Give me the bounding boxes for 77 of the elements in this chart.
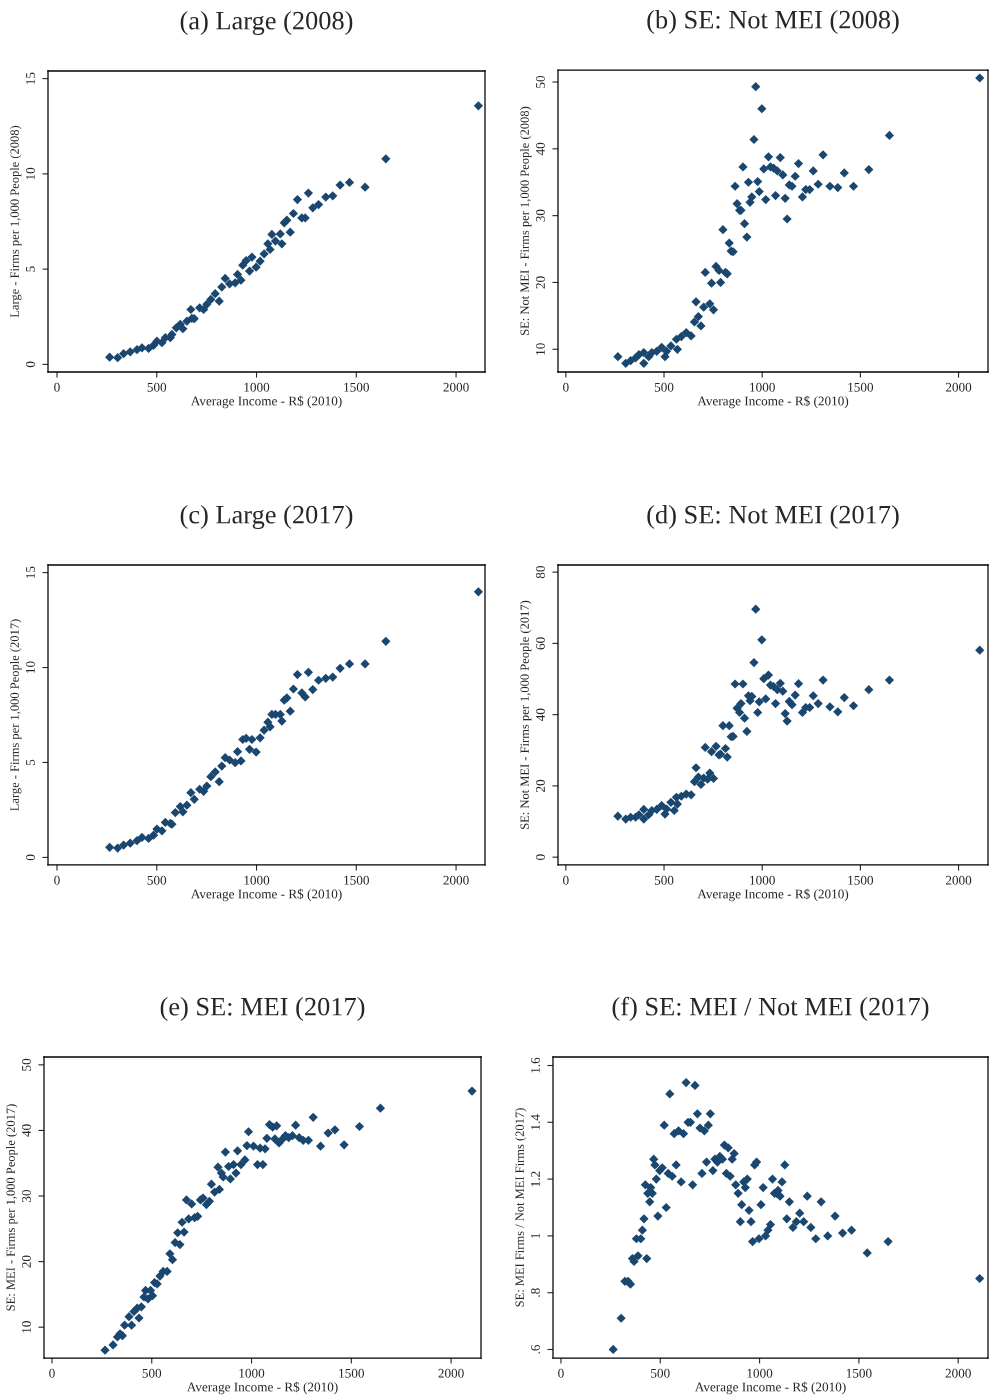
- x-tick-label: 1500: [846, 1368, 872, 1378]
- x-tick-label: 1500: [344, 382, 369, 392]
- x-tick-label: 0: [558, 1368, 564, 1378]
- y-tick-label: 40: [536, 708, 545, 721]
- y-tick-label: 50: [536, 75, 545, 88]
- y-tick-label: 40: [536, 142, 545, 156]
- x-tick-label: 1000: [244, 382, 270, 392]
- y-tick-label: 30: [536, 209, 545, 222]
- y-tick-label: .6: [531, 1344, 540, 1354]
- x-tick-label: 500: [147, 875, 167, 885]
- x-tick-label: 2000: [945, 382, 972, 392]
- y-tick-label: 0: [536, 854, 545, 860]
- y-tick-label: 30: [22, 1189, 31, 1202]
- y-tick-label: 0: [26, 854, 35, 861]
- y-tick-label: 10: [26, 167, 35, 180]
- x-tick-label: 1500: [344, 875, 369, 885]
- x-tick-label: 0: [563, 875, 569, 885]
- x-tick-label: 1000: [750, 382, 775, 392]
- x-tick-label: 2000: [945, 1368, 971, 1378]
- y-tick-label: 5: [26, 266, 35, 272]
- chart-title: (a) Large (2008): [180, 11, 353, 36]
- x-tick-label: 1500: [848, 875, 874, 885]
- x-tick-label: 500: [147, 382, 167, 392]
- x-tick-label: 0: [54, 382, 60, 392]
- x-axis-title: Average Income - R$ (2010): [694, 1381, 846, 1395]
- chart-title: (c) Large (2017): [180, 505, 353, 530]
- y-tick-label: 5: [26, 759, 35, 765]
- x-tick-label: 2000: [443, 875, 469, 885]
- y-tick-label: 60: [536, 637, 545, 650]
- y-tick-label: 0: [26, 361, 35, 368]
- y-tick-label: 15: [26, 72, 35, 85]
- y-tick-label: 15: [26, 566, 35, 579]
- chart-title: (b) SE: Not MEI (2008): [647, 10, 899, 34]
- x-tick-label: 1500: [339, 1368, 364, 1378]
- y-tick-label: 1: [531, 1233, 540, 1239]
- chart-title: (f) SE: MEI / Not MEI (2017): [612, 996, 929, 1021]
- x-tick-label: 0: [49, 1368, 55, 1378]
- y-tick-label: 10: [22, 1321, 31, 1333]
- y-tick-label: 50: [22, 1058, 31, 1071]
- x-axis-title: Average Income - R$ (2010): [697, 888, 849, 902]
- y-axis-title: SE: MEI Firms / Not MEI Firms (2017): [515, 1108, 527, 1307]
- y-tick-label: 1.6: [531, 1057, 540, 1073]
- y-tick-label: .8: [531, 1288, 540, 1297]
- chart-title: (e) SE: MEI (2017): [160, 997, 365, 1021]
- x-tick-label: 2000: [443, 382, 469, 392]
- y-tick-label: 20: [536, 779, 545, 792]
- x-tick-label: 1000: [239, 1368, 265, 1378]
- y-tick-label: 20: [536, 276, 545, 289]
- chart-title: (d) SE: Not MEI (2017): [647, 505, 899, 529]
- y-tick-label: 10: [536, 343, 545, 355]
- x-axis-title: Average Income - R$ (2010): [190, 395, 342, 409]
- y-axis-title: Large - Firms per 1,000 People (2008): [10, 125, 22, 318]
- x-tick-label: 0: [54, 875, 60, 885]
- x-axis-title: Average Income - R$ (2010): [186, 1381, 338, 1395]
- x-tick-label: 1000: [750, 875, 775, 885]
- x-tick-label: 1000: [244, 875, 270, 885]
- x-axis-title: Average Income - R$ (2010): [190, 888, 342, 902]
- y-tick-label: 1.4: [531, 1114, 540, 1130]
- x-tick-label: 500: [651, 1368, 670, 1378]
- x-tick-label: 500: [654, 875, 674, 885]
- x-tick-label: 500: [654, 382, 674, 392]
- x-tick-label: 0: [563, 382, 569, 392]
- x-tick-label: 2000: [438, 1368, 464, 1378]
- y-tick-label: 20: [22, 1255, 31, 1268]
- x-tick-label: 1000: [747, 1368, 773, 1378]
- x-tick-label: 2000: [945, 875, 972, 885]
- y-tick-label: 80: [536, 566, 545, 579]
- y-axis-title: Large - Firms per 1,000 People (2017): [10, 619, 22, 811]
- y-tick-label: 40: [22, 1124, 31, 1137]
- y-tick-label: 10: [26, 661, 35, 673]
- x-tick-label: 500: [142, 1368, 162, 1378]
- y-axis-title: SE: Not MEI - Firms per 1,000 People (2017): [520, 600, 532, 829]
- x-tick-label: 1500: [848, 382, 874, 392]
- y-axis-title: SE: Not MEI - Firms per 1,000 People (2008): [520, 106, 532, 335]
- x-axis-title: Average Income - R$ (2010): [697, 395, 849, 409]
- y-axis-title: SE: MEI - Firms per 1,000 People (2017): [6, 1104, 18, 1311]
- y-tick-label: 1.2: [531, 1171, 540, 1187]
